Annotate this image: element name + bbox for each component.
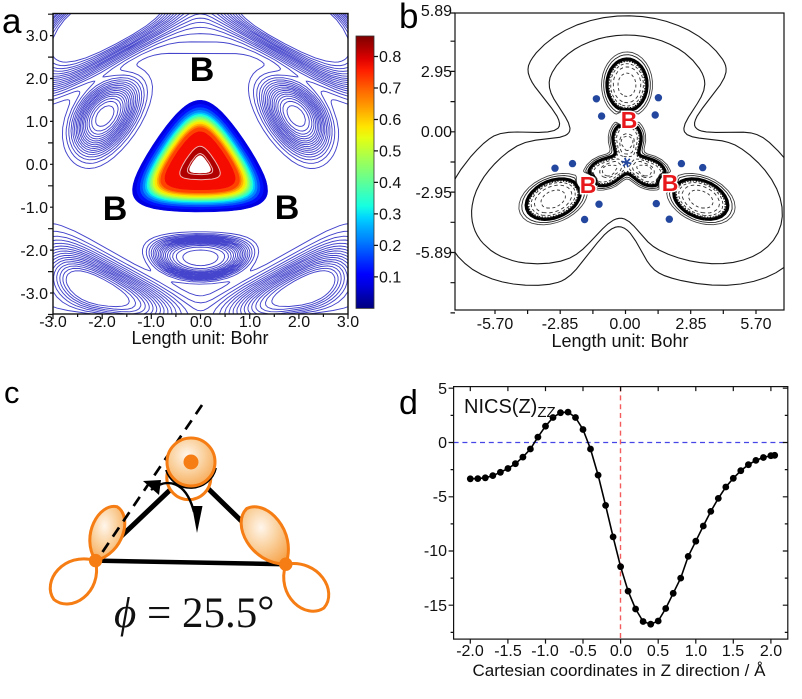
svg-text:d: d (399, 384, 418, 422)
svg-text:B: B (580, 172, 597, 198)
svg-text:3.0: 3.0 (337, 314, 359, 331)
svg-text:-5.89: -5.89 (416, 245, 453, 262)
svg-text:0.4: 0.4 (379, 175, 401, 192)
svg-text:-2.0: -2.0 (20, 243, 48, 260)
svg-text:-5.70: -5.70 (477, 316, 514, 333)
svg-text:b: b (399, 0, 418, 36)
svg-text:Length unit: Bohr: Length unit: Bohr (131, 328, 268, 348)
svg-text:0.7: 0.7 (379, 81, 401, 98)
svg-text:0.0: 0.0 (610, 643, 632, 660)
svg-text:B: B (662, 170, 679, 196)
svg-text:1.0: 1.0 (26, 114, 48, 131)
svg-text:2.0: 2.0 (760, 643, 782, 660)
svg-text:0.5: 0.5 (379, 143, 401, 160)
svg-text:0.00: 0.00 (609, 316, 640, 333)
svg-text:-5: -5 (433, 489, 447, 506)
svg-text:0.00: 0.00 (421, 124, 452, 141)
svg-text:0.3: 0.3 (379, 206, 401, 223)
svg-text:0.2: 0.2 (379, 238, 401, 255)
svg-text:5.89: 5.89 (421, 3, 452, 20)
svg-text:-3.0: -3.0 (20, 286, 48, 303)
svg-text:-10: -10 (424, 543, 447, 560)
svg-text:-3.0: -3.0 (39, 314, 67, 331)
svg-text:3.0: 3.0 (26, 28, 48, 45)
svg-text:0.0: 0.0 (26, 157, 48, 174)
svg-text:-1.0: -1.0 (20, 200, 48, 217)
svg-text:-1.0: -1.0 (137, 314, 165, 331)
svg-text:1.5: 1.5 (722, 643, 744, 660)
svg-text:5.70: 5.70 (740, 316, 771, 333)
svg-text:2.85: 2.85 (675, 316, 706, 333)
svg-text:1.0: 1.0 (239, 314, 261, 331)
svg-text:-15: -15 (424, 598, 447, 615)
svg-text:0.8: 0.8 (379, 49, 401, 66)
svg-text:0.6: 0.6 (379, 112, 401, 129)
svg-text:2.0: 2.0 (288, 314, 310, 331)
svg-text:B: B (190, 51, 215, 89)
svg-text:c: c (4, 375, 20, 410)
svg-text:-1.5: -1.5 (494, 643, 522, 660)
svg-text:B: B (621, 107, 638, 133)
svg-text:0.0: 0.0 (190, 314, 212, 331)
svg-text:ϕ = 25.5°: ϕ = 25.5° (114, 588, 274, 637)
svg-text:a: a (2, 2, 22, 41)
svg-text:1.0: 1.0 (685, 643, 707, 660)
svg-text:-2.0: -2.0 (88, 314, 116, 331)
svg-text:-2.95: -2.95 (416, 185, 453, 202)
svg-text:5: 5 (438, 381, 447, 398)
svg-text:Length unit: Bohr: Length unit: Bohr (551, 331, 688, 351)
svg-text:Cartesian coordinates in Z dir: Cartesian coordinates in Z direction / Å (473, 661, 767, 680)
svg-text:B: B (103, 190, 128, 228)
svg-text:-2.0: -2.0 (456, 643, 484, 660)
svg-text:-0.5: -0.5 (569, 643, 597, 660)
svg-text:0.1: 0.1 (379, 269, 401, 286)
svg-text:0: 0 (438, 435, 447, 452)
svg-text:B: B (275, 189, 300, 227)
svg-text:-1.0: -1.0 (531, 643, 559, 660)
svg-text:-2.85: -2.85 (542, 316, 579, 333)
svg-text:2.95: 2.95 (421, 64, 452, 81)
svg-text:0.5: 0.5 (647, 643, 669, 660)
svg-text:2.0: 2.0 (26, 71, 48, 88)
